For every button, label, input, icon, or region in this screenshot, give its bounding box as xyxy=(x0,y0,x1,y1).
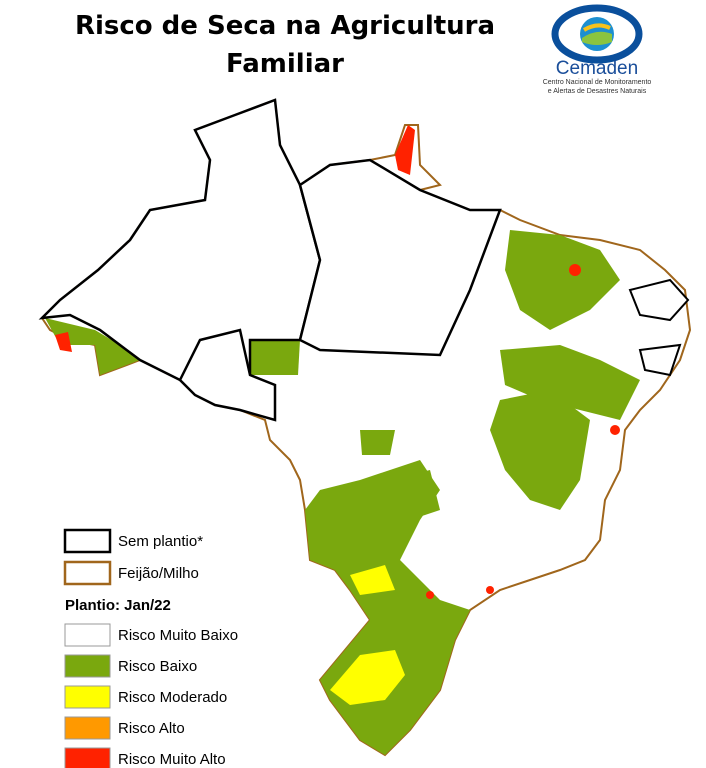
logo-eye xyxy=(551,4,643,64)
logo-name: Cemaden xyxy=(556,58,638,79)
sem-plantio-rondonia xyxy=(178,328,277,422)
logo-band xyxy=(582,31,612,45)
legend-swatch xyxy=(63,560,112,586)
legend-swatch xyxy=(64,716,111,740)
green-goias xyxy=(385,470,440,520)
sem-plantio-amazonas xyxy=(38,98,322,382)
sem-plantio-rn xyxy=(628,278,690,322)
legend-swatch xyxy=(64,747,111,768)
legend-swatch xyxy=(64,654,111,678)
yellow-rs xyxy=(330,650,405,705)
red-acre xyxy=(55,332,72,352)
green-east xyxy=(500,345,640,420)
green-rondonia xyxy=(250,340,300,375)
red-spot xyxy=(486,586,494,594)
green-patch xyxy=(360,430,395,455)
yellow-ms xyxy=(350,565,395,595)
red-spot xyxy=(569,264,581,276)
legend-label: Sem plantio* xyxy=(118,533,203,550)
green-center xyxy=(490,390,590,510)
logo-subtitle: e Alertas de Desastres Naturais xyxy=(548,88,647,95)
logo: Cemaden Centro Nacional de Monitoramento… xyxy=(543,4,652,95)
legend-swatch xyxy=(64,623,111,647)
legend-heading: Plantio: Jan/22 xyxy=(65,597,171,614)
legend-label: Feijão/Milho xyxy=(118,565,199,582)
legend-swatch xyxy=(63,528,112,554)
sem-plantio-al xyxy=(638,343,682,377)
map xyxy=(38,98,692,757)
title: Risco de Seca na Agricultura xyxy=(75,11,495,41)
legend: Sem plantio* Feijão/Milho Plantio: Jan/22 R… xyxy=(63,528,238,768)
title: Familiar xyxy=(226,49,344,79)
red-spot xyxy=(426,591,434,599)
legend-label: Risco Muito Baixo xyxy=(118,627,238,644)
legend-swatch xyxy=(64,685,111,709)
red-amapa xyxy=(395,125,415,175)
legend-label: Risco Alto xyxy=(118,720,185,737)
legend-label: Risco Muito Alto xyxy=(118,751,226,768)
green-acre xyxy=(45,318,140,375)
sem-plantio-para xyxy=(298,158,502,357)
logo-subtitle: Centro Nacional de Monitoramento xyxy=(543,79,652,86)
green-northeast xyxy=(505,230,620,330)
red-spot xyxy=(610,425,620,435)
logo-band xyxy=(582,23,611,32)
legend-label: Risco Baixo xyxy=(118,658,197,675)
legend-label: Risco Moderado xyxy=(118,689,227,706)
